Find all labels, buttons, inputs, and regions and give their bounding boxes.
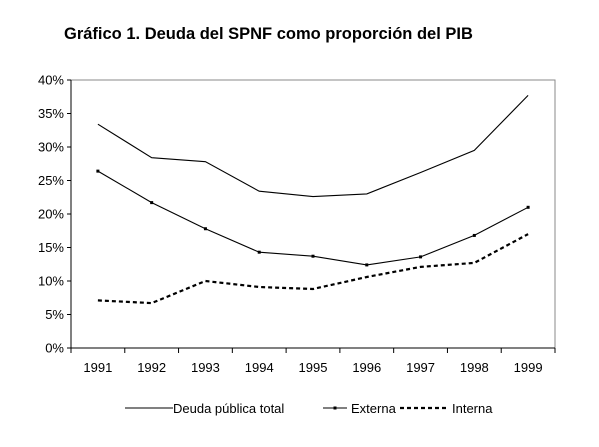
series-point (526, 205, 530, 209)
y-tick-label: 35% (38, 106, 64, 121)
x-tick-label: 1997 (406, 360, 435, 375)
series-point (150, 201, 154, 205)
series-line-2 (97, 170, 529, 266)
x-tick-label: 1999 (514, 360, 543, 375)
legend-label: Deuda pública total (173, 401, 284, 416)
y-tick-label: 30% (38, 140, 64, 155)
y-tick-label: 20% (38, 207, 64, 222)
legend-label: Interna (452, 401, 493, 416)
y-tick-label: 5% (45, 307, 64, 322)
legend-label: Externa (351, 401, 397, 416)
series-point (365, 263, 369, 267)
series-point (203, 227, 207, 231)
series-point (311, 254, 315, 258)
plot-frame (70, 79, 556, 349)
series-point (419, 255, 423, 259)
x-tick-label: 1992 (137, 360, 166, 375)
series-point (257, 250, 261, 254)
legend-marker (333, 406, 337, 410)
series-point (472, 233, 476, 237)
x-tick-label: 1994 (245, 360, 274, 375)
series-point (96, 169, 100, 173)
x-tick-label: 1996 (352, 360, 381, 375)
y-tick-label: 10% (38, 274, 64, 289)
x-tick-label: 1993 (191, 360, 220, 375)
x-tick-label: 1991 (83, 360, 112, 375)
x-tick-label: 1995 (299, 360, 328, 375)
x-tick-label: 1998 (460, 360, 489, 375)
y-tick-label: 0% (45, 341, 64, 356)
y-tick-label: 25% (38, 173, 64, 188)
y-tick-label: 40% (38, 73, 64, 88)
chart-title: Gráfico 1. Deuda del SPNF como proporció… (64, 25, 473, 43)
series-line-1 (97, 95, 529, 198)
series-line-3 (97, 233, 529, 305)
y-tick-label: 15% (38, 240, 64, 255)
